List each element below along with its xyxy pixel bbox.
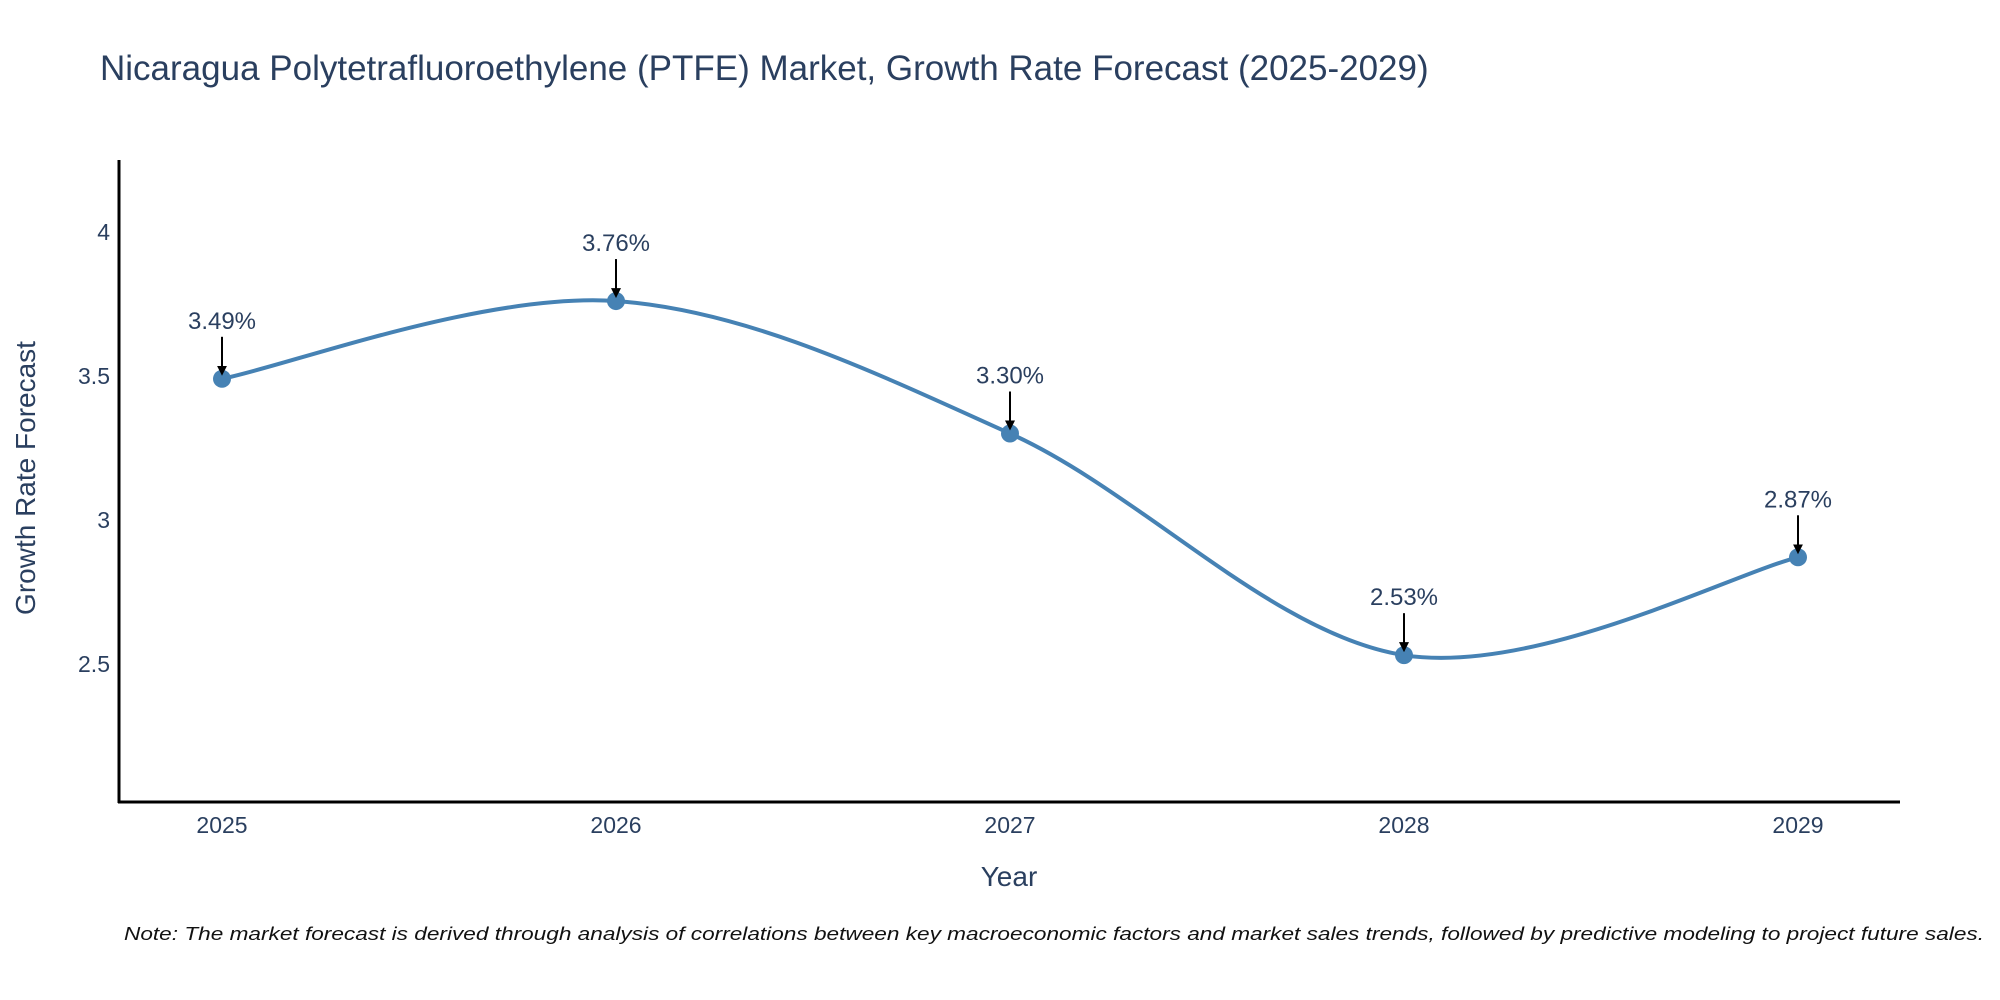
y-tick-label: 3.5 (78, 363, 110, 389)
data-point-marker (1789, 548, 1807, 567)
data-label: 3.49% (188, 308, 256, 335)
x-tick-label: 2029 (1772, 812, 1823, 838)
data-point-marker (607, 292, 625, 311)
y-tick-label: 4 (97, 219, 110, 245)
data-markers (213, 292, 1807, 665)
data-label: 3.30% (976, 362, 1044, 389)
x-axis-title: Year (981, 861, 1038, 892)
x-tick-label: 2028 (1378, 812, 1429, 838)
y-tick-label: 3 (97, 507, 110, 533)
data-point-marker (213, 369, 231, 388)
x-tick-label: 2026 (590, 812, 641, 838)
y-tick-label: 2.5 (78, 651, 110, 677)
data-label: 2.53% (1370, 584, 1438, 611)
series-line (221, 298, 1799, 660)
data-point-marker (1001, 424, 1019, 443)
chart-title: Nicaragua Polytetrafluoroethylene (PTFE)… (100, 49, 1429, 88)
y-axis-ticks: 2.5 3 3.5 4 (78, 219, 110, 677)
data-annotations: 3.49% 3.76% 3.30% 2.53% 2.87% (188, 230, 1832, 653)
chart-note: Note: The market forecast is derived thr… (124, 923, 1984, 944)
y-axis-title: Growth Rate Forecast (10, 341, 41, 615)
data-label: 3.76% (582, 230, 650, 257)
x-tick-label: 2025 (196, 812, 247, 838)
x-tick-label: 2027 (984, 812, 1035, 838)
data-point-marker (1395, 646, 1413, 665)
x-axis-ticks: 2025 2026 2027 2028 2029 (196, 812, 1823, 838)
data-label: 2.87% (1764, 486, 1832, 513)
